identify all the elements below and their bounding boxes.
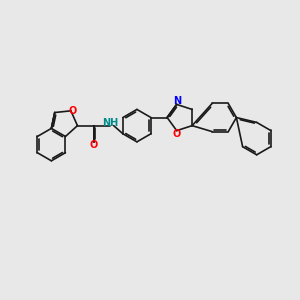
Text: O: O: [69, 106, 77, 116]
Text: N: N: [172, 96, 181, 106]
Text: O: O: [172, 129, 180, 139]
Text: O: O: [90, 140, 98, 150]
Text: NH: NH: [102, 118, 118, 128]
